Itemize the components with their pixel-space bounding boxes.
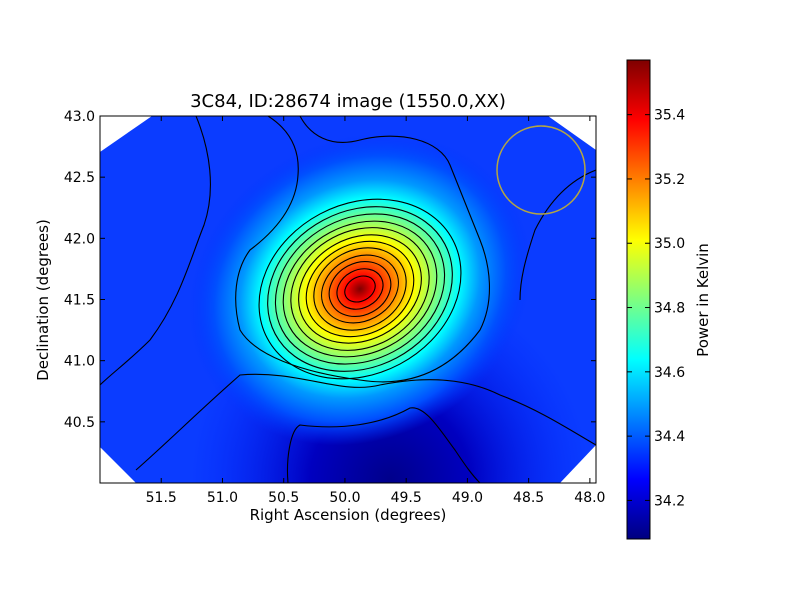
y-tick-label: 42.5 bbox=[64, 170, 95, 186]
contour-line bbox=[267, 206, 453, 372]
x-tick-label: 51.5 bbox=[146, 490, 177, 506]
colorbar-tick-label: 35.4 bbox=[654, 108, 685, 124]
contour-line bbox=[282, 220, 438, 358]
colorbar-axis: 34.2 34.4 34.6 34.8 35.0 35.2 35.4 bbox=[627, 108, 685, 509]
contour-lines bbox=[100, 116, 596, 483]
x-axis: 51.5 51.0 50.5 50.0 49.5 49.0 48.5 48.0 bbox=[146, 116, 605, 506]
corner-mask-top-right bbox=[548, 116, 596, 150]
x-tick-label: 51.0 bbox=[207, 490, 238, 506]
contour-line bbox=[305, 240, 415, 338]
contour-line bbox=[336, 268, 384, 310]
x-tick-label: 48.0 bbox=[574, 490, 605, 506]
colorbar bbox=[626, 59, 651, 540]
x-tick-label: 50.0 bbox=[329, 490, 360, 506]
x-tick-label: 49.0 bbox=[452, 490, 483, 506]
x-tick-label: 48.5 bbox=[513, 490, 544, 506]
contour-line bbox=[313, 247, 407, 331]
y-tick-label: 42.0 bbox=[64, 231, 95, 247]
y-tick-label: 40.5 bbox=[64, 415, 95, 431]
y-axis: 40.5 41.0 41.5 42.0 42.5 43.0 bbox=[64, 109, 596, 431]
contour-line bbox=[519, 169, 596, 301]
contour-line bbox=[274, 213, 446, 365]
contour-line bbox=[328, 261, 392, 317]
colorbar-title: Power in Kelvin bbox=[694, 243, 712, 357]
contour-line bbox=[100, 116, 211, 386]
corner-mask-bottom-right bbox=[560, 445, 596, 483]
colorbar-tick-label: 35.0 bbox=[654, 236, 685, 252]
colorbar-tick-label: 34.2 bbox=[654, 493, 685, 509]
contour-line bbox=[321, 254, 399, 324]
contour-line bbox=[258, 198, 462, 380]
colorbar-tick-label: 34.8 bbox=[654, 301, 685, 317]
corner-mask-bottom-left bbox=[100, 447, 136, 483]
contour-line bbox=[287, 407, 481, 483]
y-tick-label: 41.5 bbox=[64, 293, 95, 309]
beam-circle bbox=[496, 125, 586, 215]
y-axis-title: Declination (degrees) bbox=[34, 219, 52, 381]
contour-line bbox=[135, 373, 596, 471]
x-axis-title: Right Ascension (degrees) bbox=[250, 506, 447, 524]
contour-line bbox=[235, 116, 490, 383]
chart-title: 3C84, ID:28674 image (1550.0,XX) bbox=[190, 91, 506, 112]
contour-line bbox=[290, 227, 430, 351]
colorbar-tick-label: 35.2 bbox=[654, 172, 685, 188]
contour-line bbox=[298, 234, 422, 344]
colorbar-tick-label: 34.6 bbox=[654, 365, 685, 381]
contour-line bbox=[344, 275, 376, 303]
y-tick-label: 41.0 bbox=[64, 354, 95, 370]
y-tick-label: 43.0 bbox=[64, 109, 95, 125]
corner-mask-top-left bbox=[100, 116, 152, 152]
colorbar-tick-label: 34.4 bbox=[654, 429, 685, 445]
x-tick-label: 49.5 bbox=[391, 490, 422, 506]
x-tick-label: 50.5 bbox=[268, 490, 299, 506]
